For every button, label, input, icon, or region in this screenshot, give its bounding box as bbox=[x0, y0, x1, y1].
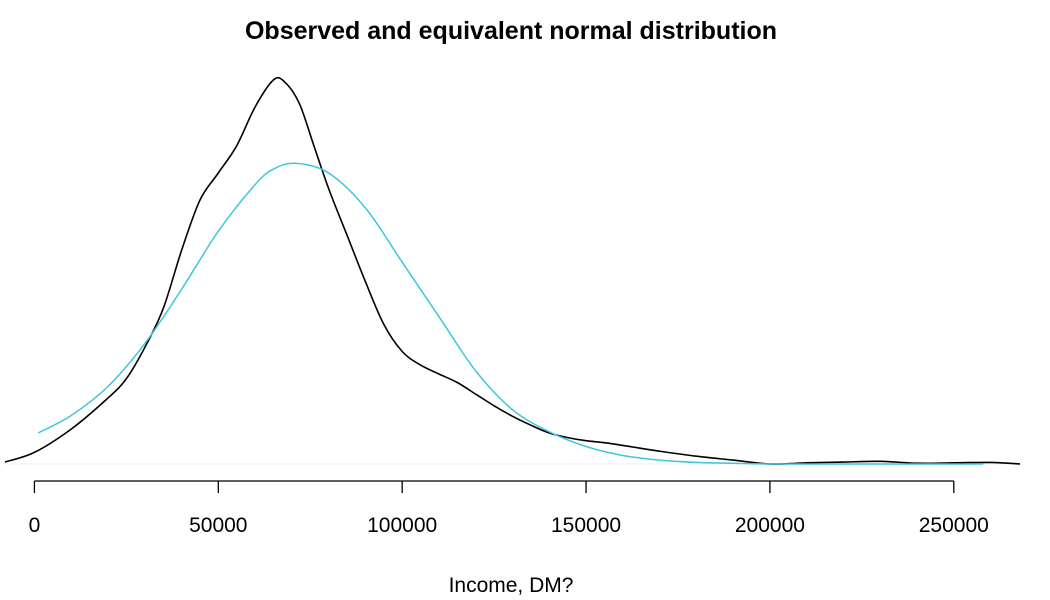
x-tick-label: 200000 bbox=[735, 514, 805, 537]
x-tick-label: 250000 bbox=[919, 514, 989, 537]
series-layer bbox=[4, 76, 1021, 465]
x-tick-label: 100000 bbox=[367, 514, 437, 537]
x-axis: 0 50000 100000 150000 200000 250000 bbox=[29, 480, 989, 537]
x-tick-label: 0 bbox=[29, 514, 41, 537]
chart-title: Observed and equivalent normal distribut… bbox=[245, 17, 777, 45]
series-line-0 bbox=[4, 76, 1021, 465]
series-line-1 bbox=[37, 162, 984, 465]
x-axis-label: Income, DM? bbox=[449, 574, 574, 597]
x-tick-label: 50000 bbox=[189, 514, 247, 537]
x-tick-label: 150000 bbox=[551, 514, 621, 537]
